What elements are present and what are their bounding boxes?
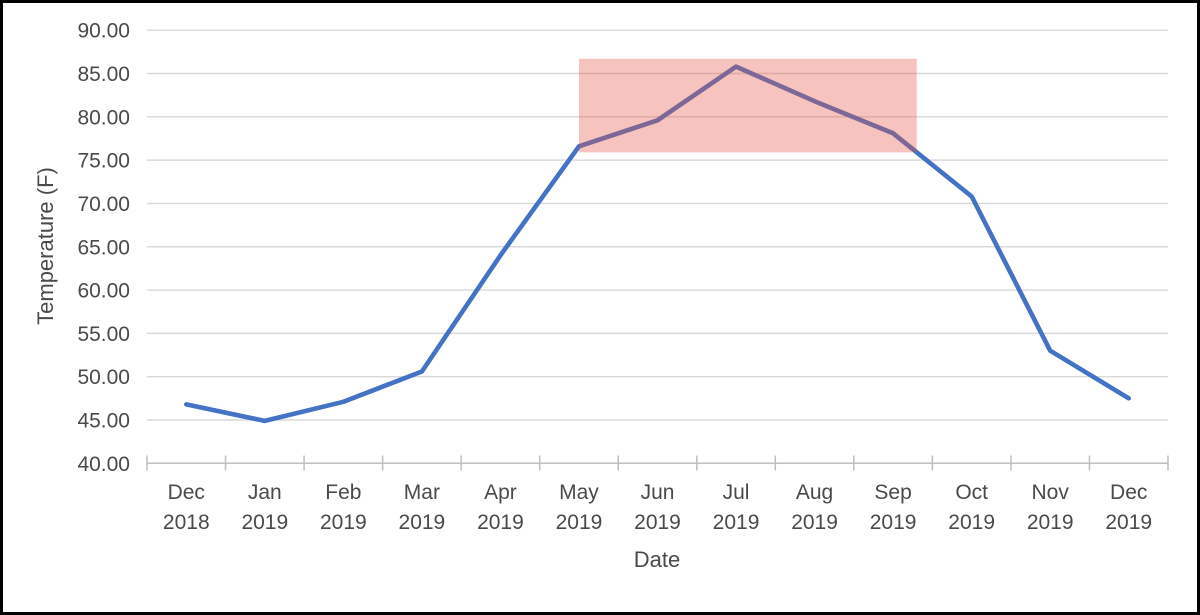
x-tick-label-month: Feb [325,481,361,504]
x-tick-label-year: 2018 [163,511,210,534]
axes-layer [146,455,1169,471]
x-tick-label-year: 2019 [1105,511,1152,534]
y-tick-label: 45.00 [77,409,130,432]
y-tick-label: 60.00 [77,280,130,303]
x-tick-label-month: Jun [641,481,675,504]
y-tick-label: 80.00 [77,106,130,129]
y-tick-label: 65.00 [77,236,130,259]
temperature-line-chart: 40.00 45.00 50.00 55.00 60.00 65.00 70.00 75.00… [33,20,1169,572]
x-tick-label-month: May [559,481,599,504]
x-tick-label-year: 2019 [713,511,760,534]
x-tick-label-year: 2019 [634,511,681,534]
y-axis-title: Temperature (F) [33,167,58,325]
x-tick-label-year: 2019 [870,511,917,534]
x-tick-label-month: Dec [168,481,205,504]
x-tick-label-month: Jul [723,481,750,504]
y-tick-label: 75.00 [77,150,130,173]
x-tick-label-month: Nov [1032,481,1070,504]
x-tick-label-year: 2019 [399,511,446,534]
x-tick-label-month: Aug [796,481,833,504]
x-tick-label-year: 2019 [1027,511,1074,534]
x-tick-label-month: Apr [484,481,517,504]
x-tick-label-month: Sep [874,481,911,504]
x-tick-label-year: 2019 [320,511,367,534]
y-tick-label: 55.00 [77,323,130,346]
highlight-region [578,58,917,153]
series-layer [184,64,1131,424]
x-tick-label-month: Jan [248,481,282,504]
gridlines-layer [147,29,1168,421]
x-tick-label-month: Dec [1110,481,1147,504]
highlight-layer [578,58,917,153]
y-tick-label: 50.00 [77,366,130,389]
y-tick-label: 70.00 [77,193,130,216]
x-tick-label-year: 2019 [948,511,995,534]
y-tick-label: 40.00 [77,453,130,476]
x-tick-label-month: Oct [955,481,988,504]
y-tick-label: 85.00 [77,63,130,86]
y-tick-label: 90.00 [77,20,130,43]
x-tick-label-year: 2019 [241,511,288,534]
temperature-series-line [184,64,1131,424]
labels-layer: 40.00 45.00 50.00 55.00 60.00 65.00 70.00 75.00… [77,20,1152,534]
x-tick-label-year: 2019 [791,511,838,534]
x-tick-label-month: Mar [404,481,440,504]
x-tick-label-year: 2019 [556,511,603,534]
x-tick-label-year: 2019 [477,511,524,534]
x-axis-title: Date [634,547,680,572]
